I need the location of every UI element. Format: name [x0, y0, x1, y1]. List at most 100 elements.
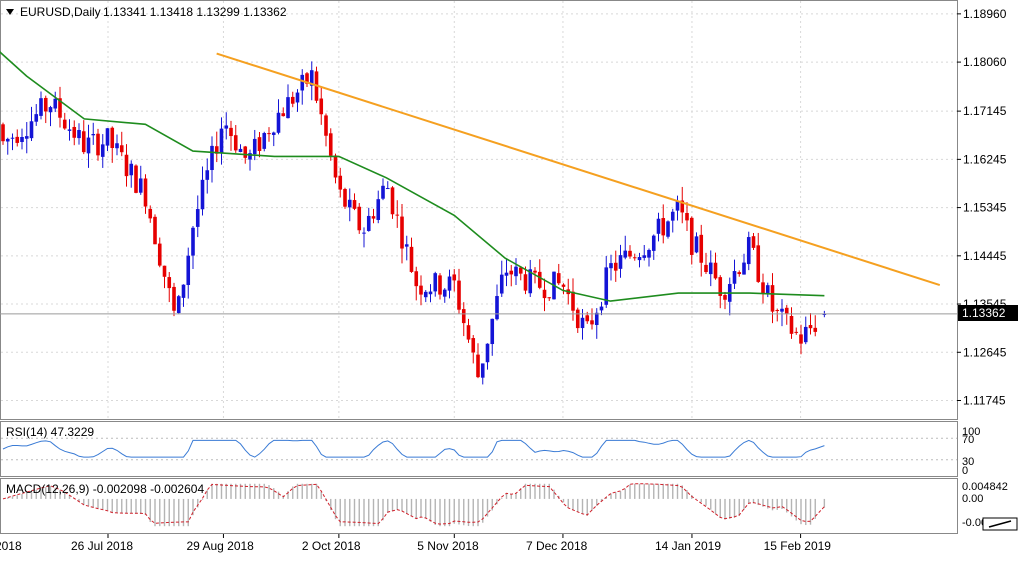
rsi-level-100: 100	[962, 426, 980, 438]
candle-body	[471, 338, 476, 353]
candle-body	[794, 331, 799, 333]
macd-level-top: 0.004842	[962, 481, 1008, 493]
candle-body	[300, 74, 305, 91]
candle-body	[347, 199, 352, 208]
candle-body	[376, 199, 381, 220]
candle	[414, 266, 419, 301]
candle	[628, 245, 632, 259]
candle	[210, 136, 214, 183]
candle-body	[609, 263, 613, 269]
candle	[300, 69, 305, 105]
candle	[575, 307, 580, 333]
candle-body	[666, 221, 670, 237]
candle	[371, 208, 376, 224]
candle	[238, 144, 243, 153]
candle-body	[775, 310, 780, 312]
candle-body	[10, 137, 15, 139]
candle	[20, 128, 24, 150]
candle	[53, 91, 58, 113]
candle-body	[24, 136, 29, 139]
candle-body	[134, 165, 138, 193]
candle-body	[675, 200, 680, 211]
candle-body	[632, 257, 637, 259]
candle	[105, 128, 110, 152]
candle	[647, 248, 651, 267]
price-panel[interactable]	[0, 0, 958, 420]
candle	[67, 119, 72, 141]
candle	[675, 195, 680, 221]
candle	[357, 203, 362, 234]
candle-body	[77, 130, 81, 139]
date-label: 5 Nov 2018	[417, 539, 479, 553]
candle-body	[580, 317, 585, 329]
candle	[172, 282, 176, 317]
candle-body	[162, 265, 167, 277]
candle	[485, 343, 490, 370]
candle	[115, 134, 119, 156]
candle	[219, 117, 224, 165]
collapse-arrow-icon[interactable]	[6, 9, 14, 15]
candle-body	[5, 138, 10, 142]
candle-body	[542, 289, 547, 299]
candle	[34, 104, 39, 126]
candle-body	[167, 277, 172, 289]
candle	[214, 131, 219, 163]
candle-body	[723, 295, 727, 300]
candle	[233, 125, 238, 153]
candle-body	[281, 113, 286, 117]
candle	[248, 149, 252, 171]
candle	[642, 244, 647, 261]
price-tick-label: 1.15345	[963, 201, 1007, 215]
candle	[476, 343, 480, 379]
candle-body	[219, 128, 224, 153]
candle-body	[205, 170, 210, 180]
candle	[143, 174, 148, 214]
candle	[366, 207, 371, 232]
candle-body	[613, 262, 618, 271]
ohlc-label: 1.13341 1.13418 1.13299 1.13362	[103, 5, 287, 19]
candle-body	[637, 257, 642, 261]
candle	[466, 318, 471, 343]
candle-body	[704, 264, 708, 273]
candle-body	[438, 275, 442, 295]
candle-body	[295, 92, 300, 103]
candle	[495, 284, 499, 321]
candle-body	[699, 234, 704, 263]
candle	[447, 269, 452, 299]
candle	[732, 259, 737, 289]
candle	[808, 313, 813, 335]
candle	[138, 165, 143, 195]
drag-handle[interactable]	[982, 517, 1018, 531]
candle	[428, 284, 433, 303]
candle	[518, 266, 523, 281]
candle	[186, 247, 191, 299]
candle-body	[661, 218, 666, 236]
candle	[271, 131, 276, 147]
candle-body	[34, 114, 39, 122]
candle-body	[124, 154, 129, 177]
rsi-label: RSI(14) 47.3229	[6, 425, 94, 439]
candle-body	[594, 312, 599, 325]
candle	[404, 235, 409, 261]
price-gridlines	[1, 1, 957, 419]
candle-body	[252, 138, 257, 155]
candle	[609, 254, 613, 281]
candle-body	[305, 73, 309, 84]
candle-body	[514, 266, 518, 277]
candle-body	[115, 143, 119, 149]
rsi-panel[interactable]	[0, 421, 958, 477]
candle-body	[81, 131, 86, 153]
candle	[461, 302, 466, 337]
candle-body	[670, 211, 675, 221]
candle	[72, 120, 77, 146]
candle-body	[803, 326, 808, 343]
candle-body	[286, 97, 290, 119]
candle	[319, 86, 324, 125]
resistance-trendline[interactable]	[216, 52, 941, 286]
candle-body	[290, 96, 295, 104]
candle	[499, 260, 504, 297]
candle	[262, 131, 267, 152]
price-tick-label: 1.18960	[963, 7, 1007, 21]
